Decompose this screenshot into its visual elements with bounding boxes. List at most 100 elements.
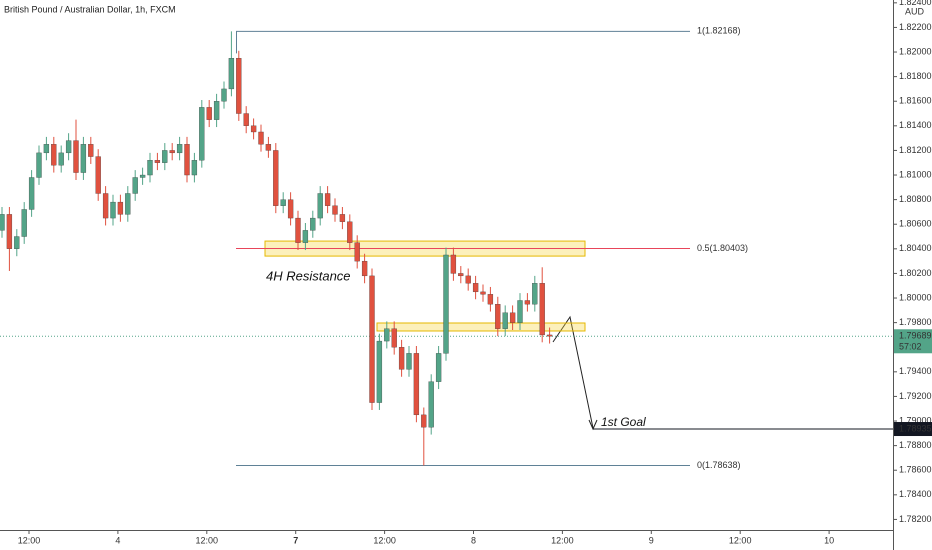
candle-body (139, 174, 146, 178)
candle-body (524, 300, 531, 305)
candle-body (376, 340, 383, 403)
candle-body (332, 205, 338, 215)
candle-body (354, 242, 360, 262)
y-tick-label: 1.82400 (899, 0, 932, 7)
candle-body (361, 260, 368, 277)
y-tick-label: 1.78600 (899, 465, 932, 475)
candle-body (495, 304, 501, 329)
y-tick-label: 1.82200 (899, 22, 932, 32)
candle-body (324, 193, 331, 206)
candle-body (509, 312, 516, 323)
projection-arrow (552, 315, 594, 429)
y-tick-label: 1.78400 (899, 489, 932, 499)
candle-body (428, 381, 434, 428)
axis-unit: AUD (905, 6, 925, 16)
candle-body (125, 193, 131, 215)
candle-body (406, 353, 412, 370)
candle-body (480, 291, 486, 295)
candle-body (154, 160, 161, 163)
goal-badge (894, 422, 932, 437)
candle-body (435, 353, 442, 382)
y-tick-label: 1.82000 (899, 46, 932, 56)
candle-body (184, 144, 190, 176)
x-tick-label: 7 (293, 535, 298, 545)
y-tick-label: 1.81200 (899, 145, 932, 155)
fib-label: 1(1.82168) (697, 26, 741, 36)
candle-body (0, 214, 5, 231)
candle-body (147, 160, 153, 176)
candle-body (250, 125, 257, 133)
candle-body (243, 113, 249, 126)
candle-body (502, 312, 508, 329)
candle-body (258, 131, 264, 145)
x-tick-label: 12:00 (196, 535, 219, 545)
y-tick-label: 1.81000 (899, 169, 932, 179)
candle-body (6, 214, 13, 249)
y-tick-label: 1.80000 (899, 292, 932, 302)
y-tick-label: 1.80400 (899, 243, 932, 253)
candle-body (273, 150, 279, 206)
y-tick-label: 1.80600 (899, 219, 932, 229)
candle-body (539, 283, 545, 336)
candle-body (191, 160, 198, 176)
y-tick-label: 1.81800 (899, 71, 932, 81)
y-tick-label: 1.81400 (899, 120, 932, 130)
candle-body (51, 144, 57, 166)
candle-body (132, 177, 138, 194)
candle-body (413, 353, 420, 416)
candle-body (162, 150, 168, 163)
candle-body (443, 254, 449, 354)
candle-body (517, 300, 523, 323)
x-tick-label: 9 (649, 535, 654, 545)
candle-body (65, 140, 72, 154)
candle-body (80, 144, 87, 173)
candle-body (169, 150, 175, 154)
candle-body (213, 101, 220, 120)
candle-body (280, 199, 286, 206)
y-tick-label: 1.79400 (899, 366, 932, 376)
x-tick-label: 12:00 (373, 535, 396, 545)
candle-body (421, 414, 427, 428)
annotation: 4H Resistance (266, 268, 351, 283)
candle-body (221, 88, 227, 102)
countdown-label: 57:02 (899, 342, 922, 352)
candle-body (310, 217, 316, 231)
candle-body (465, 275, 471, 284)
candle-body (472, 283, 479, 293)
fib-label: 0(1.78638) (697, 460, 741, 470)
candle-body (88, 144, 94, 157)
candle-body (265, 144, 272, 151)
fib-label: 0.5(1.80403) (697, 243, 748, 253)
candle-body (287, 199, 294, 219)
candle-body (369, 275, 375, 403)
chart-title: British Pound / Australian Dollar, 1h, F… (4, 4, 176, 14)
candle-body (199, 107, 205, 161)
y-tick-label: 1.80800 (899, 194, 932, 204)
candle-body (21, 209, 27, 237)
goal-text: 1st Goal (601, 415, 646, 429)
candle-body (43, 144, 50, 154)
candle-body (176, 144, 183, 154)
y-tick-label: 1.78800 (899, 440, 932, 450)
candle-body (546, 334, 553, 337)
y-tick-label: 1.80200 (899, 268, 932, 278)
candle-body (28, 177, 35, 210)
candle-body (398, 347, 405, 370)
candle-body (58, 152, 64, 166)
candle-body (450, 254, 457, 274)
goal-price-label: 1.78935 (899, 423, 932, 433)
x-tick-label: 8 (471, 535, 476, 545)
candle-body (339, 214, 346, 222)
last-price-label: 1.79689 (899, 331, 932, 341)
x-tick-label: 4 (115, 535, 120, 545)
y-tick-label: 1.79800 (899, 317, 932, 327)
candle-body (347, 221, 353, 243)
x-tick-label: 10 (824, 535, 834, 545)
candle-body (36, 152, 42, 178)
candle-body (95, 156, 101, 194)
x-tick-label: 12:00 (551, 535, 574, 545)
candle-body (295, 217, 301, 243)
x-tick-label: 12:00 (729, 535, 752, 545)
candle-body (302, 230, 309, 243)
